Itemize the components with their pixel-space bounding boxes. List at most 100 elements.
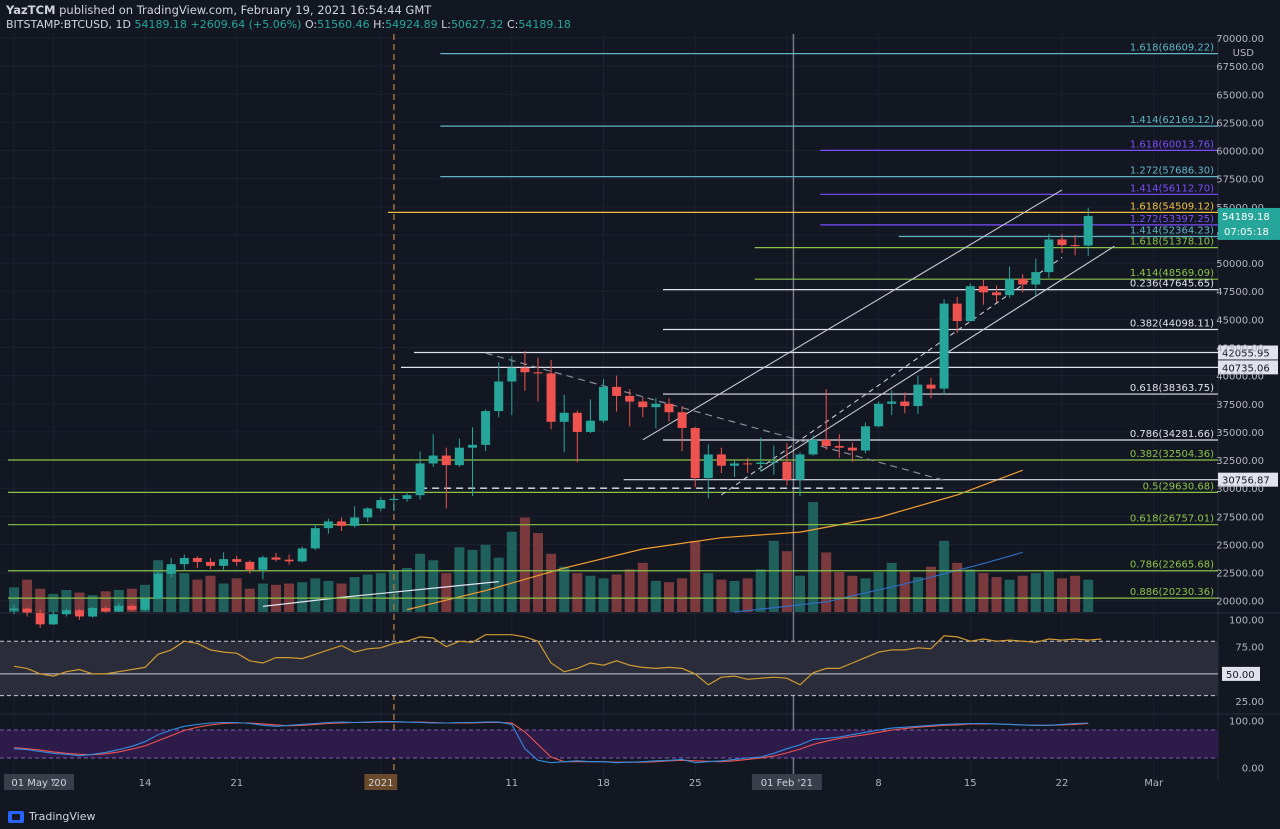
candle-body bbox=[310, 528, 320, 549]
candle-body bbox=[716, 454, 726, 466]
candle-body bbox=[612, 386, 622, 396]
candle bbox=[35, 609, 45, 628]
volume-bar bbox=[323, 580, 334, 612]
candle-body bbox=[965, 286, 975, 322]
volume-bar bbox=[1043, 570, 1054, 612]
open-value: 51560.46 bbox=[317, 18, 370, 31]
candle-body bbox=[638, 401, 648, 408]
candle-body bbox=[664, 403, 674, 413]
candle bbox=[114, 602, 124, 612]
candle bbox=[743, 457, 753, 474]
level-label: 1.414(52364.23) bbox=[1130, 225, 1214, 236]
candle bbox=[730, 460, 739, 477]
volume-bar bbox=[441, 573, 452, 612]
level-label: 1.414(62169.12) bbox=[1130, 115, 1214, 126]
rsi-value-label: 50.00 bbox=[1226, 670, 1255, 681]
volume-bar bbox=[781, 551, 792, 612]
candle-body bbox=[782, 461, 792, 480]
candle-body bbox=[651, 403, 661, 408]
level-label: 0.5(29630.68) bbox=[1143, 481, 1215, 492]
stoch-tick-label: 0.00 bbox=[1242, 763, 1264, 774]
volume-bar bbox=[310, 578, 321, 612]
candle-body bbox=[887, 401, 897, 404]
time-tick-label: 25 bbox=[689, 778, 702, 789]
candle-body bbox=[481, 411, 491, 445]
author-name[interactable]: YazTCM bbox=[6, 3, 56, 17]
candle bbox=[245, 560, 255, 574]
open-label: O: bbox=[304, 18, 318, 31]
candle-body bbox=[441, 455, 451, 466]
candle bbox=[533, 357, 543, 402]
price-tick-label: 25000.00 bbox=[1216, 540, 1264, 551]
candle bbox=[389, 496, 399, 512]
candle-body bbox=[769, 461, 779, 463]
volume-bar bbox=[677, 578, 688, 612]
candle bbox=[703, 444, 713, 499]
candle-body bbox=[1005, 278, 1015, 296]
price-tick-label: 65000.00 bbox=[1216, 90, 1264, 101]
fib-levels: 1.618(68609.22) 1.414(62169.12) 1.618(6001… bbox=[8, 43, 1278, 599]
candle bbox=[939, 299, 949, 395]
volume-bar bbox=[624, 569, 635, 612]
volume-bar bbox=[899, 570, 910, 612]
volume-bar bbox=[1057, 578, 1067, 612]
volume-bar bbox=[821, 552, 832, 612]
candle-body bbox=[1031, 272, 1041, 285]
price-tick-label: 27500.00 bbox=[1216, 512, 1264, 523]
candle bbox=[468, 427, 477, 497]
candle bbox=[1018, 274, 1028, 293]
volume-bar bbox=[519, 517, 530, 612]
candle bbox=[48, 610, 58, 625]
time-tick-box bbox=[364, 774, 398, 790]
level-label: 1.618(60013.76) bbox=[1130, 139, 1214, 150]
candle bbox=[926, 377, 936, 399]
volume-bar bbox=[834, 571, 845, 612]
time-tick-label: 7 bbox=[50, 778, 56, 789]
price-tick-label: 20000.00 bbox=[1216, 597, 1264, 608]
candle-body bbox=[297, 548, 307, 562]
candle bbox=[61, 608, 71, 617]
volume-bar bbox=[192, 579, 203, 612]
candle-body bbox=[795, 454, 805, 480]
candle-body bbox=[690, 427, 700, 479]
candle-body bbox=[900, 401, 910, 407]
volume-bar bbox=[939, 540, 950, 612]
candle bbox=[585, 399, 595, 434]
candle-body bbox=[75, 610, 84, 617]
level-price-box bbox=[1218, 472, 1278, 487]
candle bbox=[756, 437, 766, 472]
candle-body bbox=[1070, 245, 1080, 247]
symbol-label[interactable]: BITSTAMP:BTCUSD, 1D bbox=[6, 18, 131, 31]
candle-body bbox=[939, 303, 949, 389]
price-tick-label: 45000.00 bbox=[1216, 315, 1264, 326]
volume-bar bbox=[362, 574, 373, 612]
level-label: 1.414(48569.09) bbox=[1130, 268, 1214, 279]
candle bbox=[363, 507, 373, 522]
volume-bar bbox=[952, 562, 963, 612]
channel-line bbox=[721, 257, 1063, 496]
candle bbox=[1005, 266, 1015, 298]
time-tick-label: 22 bbox=[1056, 778, 1069, 789]
candle bbox=[481, 409, 491, 452]
candle bbox=[258, 555, 268, 580]
stoch-d-line bbox=[13, 721, 1089, 763]
price-tick-label: 37500.00 bbox=[1216, 400, 1264, 411]
candle-body bbox=[35, 612, 45, 625]
candle-body bbox=[834, 445, 844, 448]
candle-body bbox=[1044, 239, 1054, 273]
publish-line: YazTCM published on TradingView.com, Feb… bbox=[6, 3, 431, 17]
level-label: 1.618(54509.12) bbox=[1130, 201, 1214, 212]
candle-body bbox=[599, 386, 608, 421]
tradingview-logo[interactable]: TradingView bbox=[8, 810, 95, 823]
level-label: 0.236(47645.65) bbox=[1130, 279, 1214, 290]
candle-body bbox=[730, 463, 739, 466]
candle-body bbox=[756, 462, 766, 464]
volume-bar bbox=[572, 573, 583, 612]
tradingview-icon bbox=[8, 810, 24, 823]
volume-bar bbox=[35, 588, 46, 612]
volume-bar bbox=[428, 560, 439, 612]
price-tick-label: 57500.00 bbox=[1216, 175, 1264, 186]
price-tick-label: 70000.00 bbox=[1216, 34, 1264, 45]
price-chart[interactable]: 1.618(68609.22) 1.414(62169.12) 1.618(6001… bbox=[0, 0, 1280, 806]
level-price-label: 30756.87 bbox=[1222, 476, 1270, 487]
